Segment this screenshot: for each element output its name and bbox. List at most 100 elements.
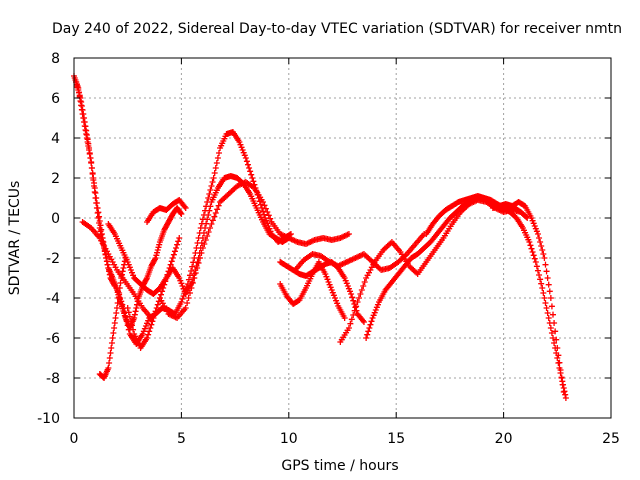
data-point: [547, 325, 554, 331]
data-point: [185, 295, 192, 301]
data-point: [215, 202, 222, 209]
data-point: [533, 228, 540, 235]
data-point: [544, 310, 551, 316]
data-point: [536, 272, 543, 278]
series-track-8: [144, 197, 189, 225]
data-point: [364, 331, 371, 338]
data-point: [152, 308, 159, 315]
data-point: [154, 247, 161, 253]
data-point: [76, 89, 83, 96]
data-point: [111, 320, 118, 326]
data-point: [330, 292, 337, 299]
data-point: [249, 175, 256, 181]
data-point: [86, 150, 93, 156]
data-point: [177, 210, 184, 216]
data-point: [148, 321, 155, 328]
data-point: [265, 212, 272, 219]
data-point: [132, 308, 139, 315]
data-point: [188, 268, 195, 274]
data-point: [347, 288, 354, 295]
data-point: [538, 280, 545, 287]
data-point: [84, 136, 91, 143]
data-point: [151, 256, 158, 263]
data-point: [168, 258, 175, 265]
data-point: [162, 278, 169, 285]
data-point: [151, 311, 158, 318]
data-point: [354, 299, 361, 305]
data-point: [144, 335, 151, 341]
data-point: [553, 336, 560, 343]
data-point: [541, 255, 548, 261]
data-point: [191, 275, 198, 281]
data-point: [107, 350, 114, 356]
data-point: [86, 145, 93, 151]
data-point: [555, 352, 562, 359]
data-point: [355, 295, 362, 301]
data-point: [83, 127, 90, 134]
y-tick-label: -4: [46, 291, 60, 307]
data-point: [88, 160, 95, 166]
data-point: [367, 321, 374, 328]
data-point: [120, 265, 127, 271]
data-point: [153, 252, 160, 259]
data-point: [559, 381, 566, 388]
data-point: [325, 279, 332, 285]
series-track-2: [73, 79, 118, 289]
data-point: [260, 199, 267, 205]
data-point: [543, 268, 550, 275]
data-point: [109, 335, 116, 341]
data-point: [119, 301, 126, 308]
data-point: [365, 328, 372, 335]
data-point: [205, 212, 212, 218]
data-point: [341, 315, 348, 321]
data-point: [78, 103, 85, 109]
data-point: [371, 309, 378, 316]
data-point: [156, 241, 163, 248]
data-point: [359, 317, 366, 324]
data-point: [366, 325, 373, 331]
data-point: [111, 325, 118, 331]
data-point: [200, 230, 207, 236]
data-point: [368, 318, 375, 325]
data-point: [114, 300, 121, 306]
data-point: [161, 281, 168, 288]
data-point: [260, 208, 267, 215]
data-point: [197, 255, 204, 261]
data-point: [213, 160, 220, 166]
data-point: [176, 235, 183, 241]
data-point: [142, 323, 149, 329]
data-point: [145, 317, 152, 324]
data-point: [88, 165, 95, 171]
data-point: [95, 209, 102, 216]
data-point: [106, 355, 113, 361]
data-point: [343, 280, 350, 287]
data-point: [239, 147, 246, 153]
data-point: [532, 225, 539, 232]
series-track-9: [156, 179, 352, 321]
data-point: [205, 229, 212, 235]
data-point: [263, 217, 270, 224]
data-point: [350, 312, 357, 318]
data-point: [207, 225, 214, 231]
data-point: [328, 287, 335, 293]
data-point: [133, 305, 140, 311]
data-point: [188, 285, 195, 291]
data-point: [178, 211, 185, 217]
data-point: [374, 301, 381, 308]
y-tick-label: -10: [37, 411, 60, 427]
y-tick-label: 6: [51, 91, 60, 107]
data-point: [348, 316, 355, 323]
data-point: [369, 315, 376, 321]
data-point: [176, 275, 183, 281]
y-tick-label: 2: [51, 171, 60, 187]
data-point: [206, 191, 213, 197]
data-point: [194, 259, 201, 265]
data-point: [106, 268, 113, 275]
data-point: [551, 320, 558, 326]
data-point: [178, 280, 185, 287]
data-point: [262, 205, 269, 212]
data-point: [214, 155, 221, 161]
data-point: [170, 251, 177, 258]
data-point: [209, 179, 216, 185]
